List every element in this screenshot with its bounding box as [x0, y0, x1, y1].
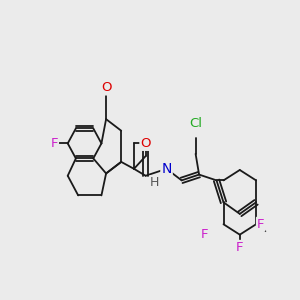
Text: O: O [140, 137, 151, 150]
Text: F: F [50, 137, 58, 150]
Text: N: N [161, 162, 172, 176]
Text: F: F [236, 241, 244, 254]
Text: O: O [101, 82, 111, 94]
Text: F: F [201, 228, 209, 241]
Text: H: H [150, 176, 160, 189]
Text: Cl: Cl [189, 117, 202, 130]
Text: F: F [257, 218, 265, 231]
